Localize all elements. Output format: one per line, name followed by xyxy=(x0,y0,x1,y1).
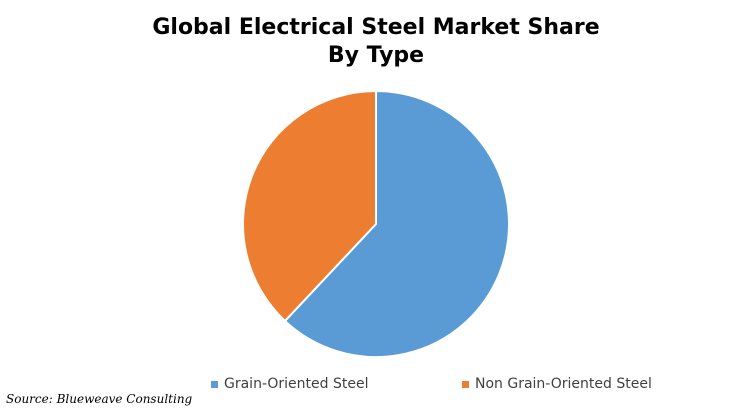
legend-swatch-grain-oriented xyxy=(211,380,218,388)
legend-label-grain-oriented: Grain-Oriented Steel xyxy=(224,376,369,392)
legend-swatch-non-grain-oriented xyxy=(462,380,469,388)
source-note: Source: Blueweave Consulting xyxy=(6,392,193,406)
chart-title-line-1: Global Electrical Steel Market Share xyxy=(152,15,600,40)
chart-title-line-2: By Type xyxy=(327,43,425,68)
legend-label-non-grain-oriented: Non Grain-Oriented Steel xyxy=(475,376,652,392)
chart-legend: Grain-Oriented Steel Non Grain-Oriented … xyxy=(0,376,752,396)
legend-item-non-grain-oriented: Non Grain-Oriented Steel xyxy=(462,376,652,392)
pie-slice-non-grain-oriented xyxy=(242,90,377,322)
chart-title: Global Electrical Steel Market Share By … xyxy=(0,14,752,70)
legend-item-grain-oriented: Grain-Oriented Steel xyxy=(211,376,368,392)
pie-slices xyxy=(242,90,510,358)
pie-slice-grain-oriented xyxy=(283,90,510,358)
